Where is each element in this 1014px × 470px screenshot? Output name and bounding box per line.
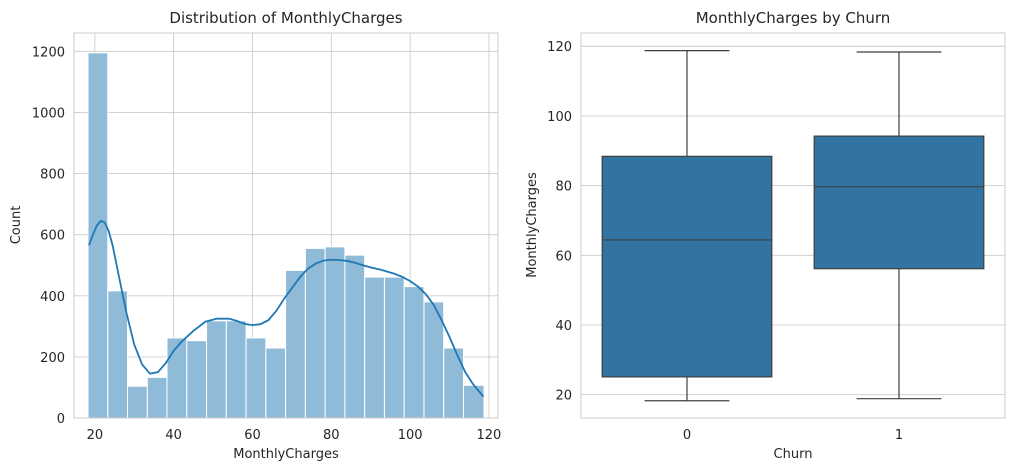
histogram-gridlines (74, 33, 498, 419)
boxplot-x-axis-label: Churn (774, 447, 813, 462)
histogram-bar (462, 384, 485, 419)
histogram-bar (225, 320, 247, 419)
histogram-x-tick-label: 120 (477, 428, 502, 443)
histogram-y-tick-label: 1000 (32, 106, 65, 121)
histogram-bar (87, 52, 109, 419)
histogram-bar (324, 246, 346, 419)
boxplot-y-axis-label: MonthlyCharges (525, 172, 540, 278)
histogram-x-axis-label: MonthlyCharges (233, 447, 339, 462)
boxplot-y-tick-label: 20 (555, 389, 572, 404)
histogram-x-tick-label: 60 (244, 428, 261, 443)
boxplot-title: MonthlyCharges by Churn (696, 9, 891, 27)
histogram-x-tick-label: 80 (323, 428, 340, 443)
histogram-bar (403, 286, 425, 419)
histogram-bar (186, 340, 208, 419)
histogram-y-tick-labels: 0 200 400 600 800 1000 1200 (32, 45, 65, 427)
histogram-bar (127, 385, 148, 419)
histogram-y-tick-label: 800 (40, 168, 65, 183)
boxplot-y-tick-label: 100 (547, 110, 572, 125)
histogram-x-tick-label: 100 (398, 428, 423, 443)
boxplot-x-tick-label: 1 (895, 428, 903, 443)
box-1 (813, 135, 985, 270)
box-0 (601, 155, 773, 378)
histogram-bars (87, 52, 485, 419)
histogram-y-tick-label: 400 (40, 290, 65, 305)
boxplot-y-tick-label: 120 (547, 40, 572, 55)
histogram-y-tick-label: 200 (40, 351, 65, 366)
histogram-bar (245, 337, 267, 419)
histogram-bar (265, 347, 287, 419)
histogram-chart: 20 40 60 80 100 120 0 200 400 600 800 1000 1200 Dis… (9, 9, 501, 462)
histogram-bar (166, 337, 188, 419)
histogram-frame (73, 32, 499, 419)
histogram-bar (304, 247, 326, 419)
histogram-x-tick-label: 40 (165, 428, 182, 443)
histogram-bar (364, 276, 385, 419)
boxplot-y-tick-label: 80 (555, 180, 572, 195)
boxplot-y-tick-label: 40 (555, 319, 572, 334)
histogram-bar (383, 276, 405, 419)
histogram-x-tick-label: 20 (87, 428, 104, 443)
histogram-bar (146, 376, 168, 419)
kde-curve (88, 219, 485, 398)
boxplot-y-tick-labels: 20 40 60 80 100 120 (547, 40, 572, 403)
histogram-bar (443, 347, 464, 419)
histogram-y-tick-label: 600 (40, 229, 65, 244)
histogram-y-tick-label: 0 (57, 412, 65, 427)
boxplot-x-tick-label: 0 (683, 428, 691, 443)
histogram-y-tick-label: 1200 (32, 45, 65, 60)
histogram-bar (206, 320, 227, 419)
boxplot-frame (580, 32, 1006, 419)
histogram-title: Distribution of MonthlyCharges (169, 9, 402, 27)
boxplot-boxes (601, 49, 985, 402)
boxplot-y-tick-label: 60 (555, 249, 572, 264)
histogram-x-tick-labels: 20 40 60 80 100 120 (87, 428, 502, 443)
histogram-bar (107, 290, 129, 419)
histogram-y-axis-label: Count (9, 206, 24, 245)
histogram-bar (344, 254, 366, 419)
